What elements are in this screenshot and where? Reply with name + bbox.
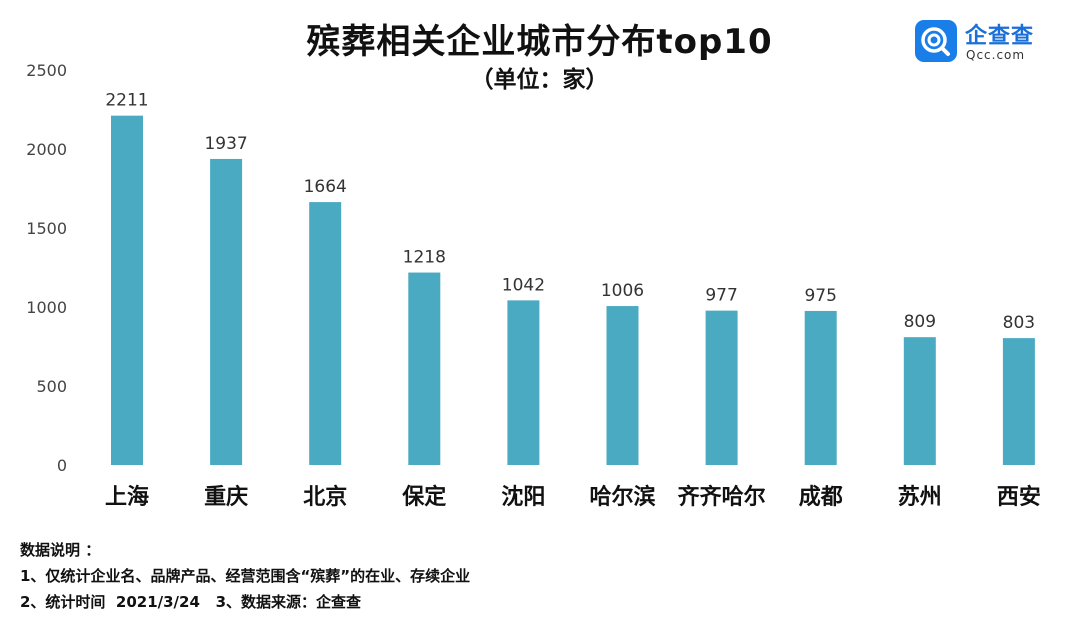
- qcc-logo: 企查查 Qcc.com: [915, 18, 1075, 66]
- logo-name: 企查查: [965, 24, 1035, 49]
- bar-value-label: 2211: [105, 91, 148, 111]
- bar: [210, 158, 243, 466]
- bar-chart: 0 500 1000 1500 2000 2500 2211 上海 1937 重庆 1664 北京 12…: [26, 61, 1041, 510]
- bar: [606, 306, 639, 465]
- y-tick-label: 2500: [26, 61, 67, 80]
- bar: [111, 115, 143, 466]
- bar-value-label: 975: [804, 286, 836, 306]
- bar-value-label: 809: [904, 312, 936, 332]
- bar-value-label: 1006: [601, 281, 644, 301]
- y-tick-label: 500: [36, 377, 67, 396]
- bar: [1002, 338, 1035, 465]
- bar: [903, 337, 936, 465]
- y-tick-label: 0: [57, 456, 67, 475]
- x-tick-label: 上海: [105, 484, 149, 510]
- bar: [507, 300, 540, 465]
- bar-value-label: 1937: [204, 134, 247, 154]
- notes-line-1: 1、仅统计企业名、品牌产品、经营范围含“殡葬”的在业、存续企业: [20, 567, 471, 585]
- bar-value-label: 1664: [304, 177, 347, 197]
- data-notes: 数据说明 ： 1、仅统计企业名、品牌产品、经营范围含“殡葬”的在业、存续企业 2…: [20, 537, 470, 615]
- x-tick-label: 苏州: [898, 484, 942, 510]
- x-tick-label: 北京: [303, 484, 347, 510]
- bar-value-label: 1042: [502, 275, 545, 295]
- logo-url: Qcc.com: [966, 48, 1026, 62]
- bar: [804, 310, 837, 465]
- chart-title: 殡葬相关企业城市分布top10: [306, 22, 773, 62]
- x-tick-label: 成都: [799, 485, 843, 510]
- x-tick-label: 哈尔滨: [589, 484, 655, 510]
- qcc-logo-icon: [915, 20, 957, 62]
- x-tick-label: 重庆: [204, 484, 248, 510]
- y-tick-label: 1500: [26, 219, 67, 238]
- x-tick-label: 西安: [997, 484, 1041, 510]
- bar-value-label: 977: [705, 286, 737, 306]
- notes-heading: 数据说明 ：: [20, 541, 101, 559]
- bar: [705, 310, 738, 465]
- x-tick-label: 齐齐哈尔: [678, 484, 766, 510]
- bar-value-label: 1218: [403, 248, 446, 268]
- x-tick-label: 保定: [401, 484, 446, 510]
- y-tick-label: 1000: [26, 298, 67, 317]
- x-tick-label: 沈阳: [501, 485, 545, 510]
- bar: [309, 202, 342, 465]
- notes-line-2: 2、统计时间 2021/3/24 3、数据来源：企查查: [20, 593, 362, 611]
- bar-value-label: 803: [1003, 313, 1035, 333]
- bar: [408, 272, 441, 465]
- y-tick-label: 2000: [26, 140, 67, 159]
- chart-subtitle: （单位：家）: [470, 67, 609, 93]
